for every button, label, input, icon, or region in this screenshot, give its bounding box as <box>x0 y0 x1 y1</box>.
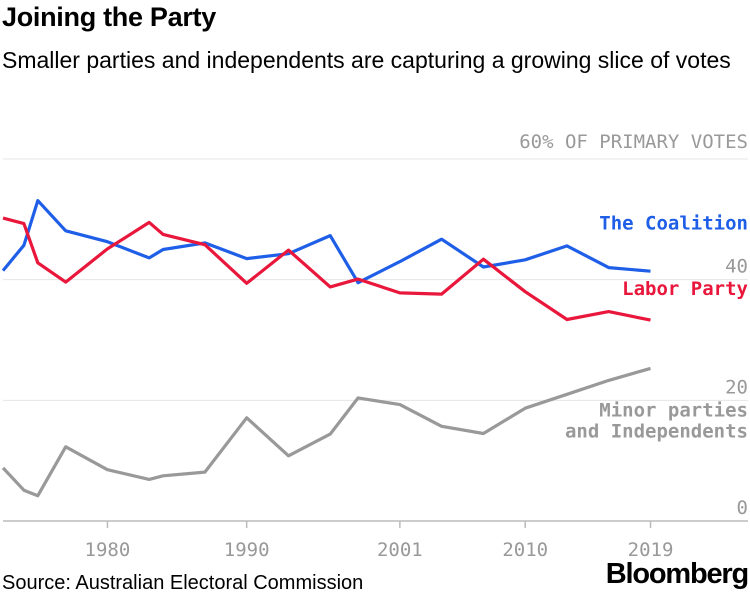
x-tick-label: 1980 <box>85 539 131 560</box>
y-tick-label: 20 <box>725 376 748 398</box>
series-label-1: Labor Party <box>622 278 748 300</box>
series-label-2: and Independents <box>565 421 748 443</box>
series-line-2 <box>1 366 651 498</box>
line-chart: 0 20 40 60% OF PRIMARY VOTES 1980 1990 2001 201… <box>1 131 748 560</box>
series-line-1 <box>2 216 651 322</box>
source-note: Source: Australian Electoral Commission <box>2 572 364 594</box>
x-tick-label: 2019 <box>628 539 674 560</box>
series-label-2: Minor parties <box>599 400 748 422</box>
series-line-0 <box>1 199 651 285</box>
chart-subtitle: Smaller parties and independents are cap… <box>2 47 731 73</box>
y-tick-label: 0 <box>737 497 748 519</box>
x-tick-label: 2010 <box>502 539 548 560</box>
bloomberg-logo: Bloomberg <box>605 558 749 590</box>
y-tick-label: 40 <box>725 256 748 278</box>
series-label-0: The Coalition <box>599 213 748 235</box>
x-tick-label: 2001 <box>377 539 423 560</box>
chart-title: Joining the Party <box>2 2 216 32</box>
x-tick-label: 1990 <box>224 539 270 560</box>
y-axis-label: 60% OF PRIMARY VOTES <box>519 131 748 153</box>
